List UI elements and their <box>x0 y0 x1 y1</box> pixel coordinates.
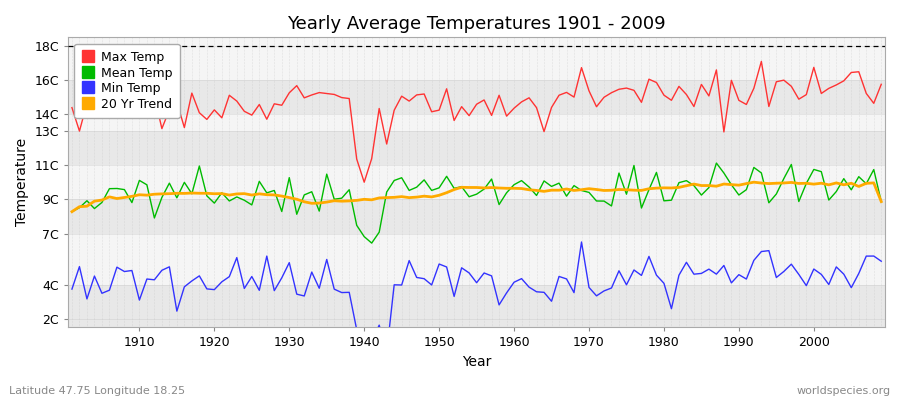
20 Yr Trend <box>508 186 519 191</box>
20 Yr Trend <box>337 199 347 204</box>
Mean Temp <box>67 209 77 214</box>
Max Temp <box>876 82 886 87</box>
Bar <box>68 234 885 285</box>
Min Temp <box>292 292 302 296</box>
Line: Mean Temp: Mean Temp <box>72 163 881 243</box>
Min Temp <box>517 276 527 281</box>
Bar <box>68 46 885 80</box>
20 Yr Trend <box>501 186 512 191</box>
Max Temp <box>606 90 616 95</box>
Mean Temp <box>606 204 616 208</box>
20 Yr Trend <box>876 199 886 204</box>
20 Yr Trend <box>67 209 77 214</box>
Bar <box>68 319 885 328</box>
Mean Temp <box>127 200 138 205</box>
Min Temp <box>576 240 587 244</box>
20 Yr Trend <box>598 188 609 193</box>
Mean Temp <box>876 199 886 204</box>
Bar <box>68 165 885 200</box>
Mean Temp <box>366 241 377 246</box>
Title: Yearly Average Temperatures 1901 - 2009: Yearly Average Temperatures 1901 - 2009 <box>287 15 666 33</box>
Min Temp <box>359 355 370 360</box>
Max Temp <box>67 105 77 110</box>
Max Temp <box>292 83 302 88</box>
Max Temp <box>508 106 519 110</box>
Min Temp <box>876 259 886 264</box>
Y-axis label: Temperature: Temperature <box>15 138 29 226</box>
Mean Temp <box>508 182 519 187</box>
Mean Temp <box>292 212 302 217</box>
Line: Min Temp: Min Temp <box>72 242 881 357</box>
Min Temp <box>614 268 625 273</box>
20 Yr Trend <box>749 180 760 184</box>
Min Temp <box>67 287 77 292</box>
X-axis label: Year: Year <box>462 355 491 369</box>
Min Temp <box>337 290 347 295</box>
Bar <box>68 114 885 131</box>
Line: Max Temp: Max Temp <box>72 62 881 182</box>
Min Temp <box>508 280 519 285</box>
Text: worldspecies.org: worldspecies.org <box>796 386 891 396</box>
20 Yr Trend <box>127 194 138 199</box>
Max Temp <box>359 180 370 185</box>
Min Temp <box>127 268 138 273</box>
20 Yr Trend <box>292 197 302 202</box>
Line: 20 Yr Trend: 20 Yr Trend <box>72 182 881 212</box>
Bar <box>68 285 885 319</box>
Bar <box>68 80 885 114</box>
Bar <box>68 131 885 165</box>
Bar <box>68 200 885 234</box>
Mean Temp <box>337 196 347 200</box>
Bar <box>68 37 885 46</box>
Max Temp <box>337 95 347 100</box>
Max Temp <box>517 100 527 104</box>
Mean Temp <box>517 178 527 183</box>
Legend: Max Temp, Mean Temp, Min Temp, 20 Yr Trend: Max Temp, Mean Temp, Min Temp, 20 Yr Tre… <box>75 44 180 118</box>
Max Temp <box>127 105 138 110</box>
Mean Temp <box>711 161 722 166</box>
Text: Latitude 47.75 Longitude 18.25: Latitude 47.75 Longitude 18.25 <box>9 386 185 396</box>
Max Temp <box>756 59 767 64</box>
